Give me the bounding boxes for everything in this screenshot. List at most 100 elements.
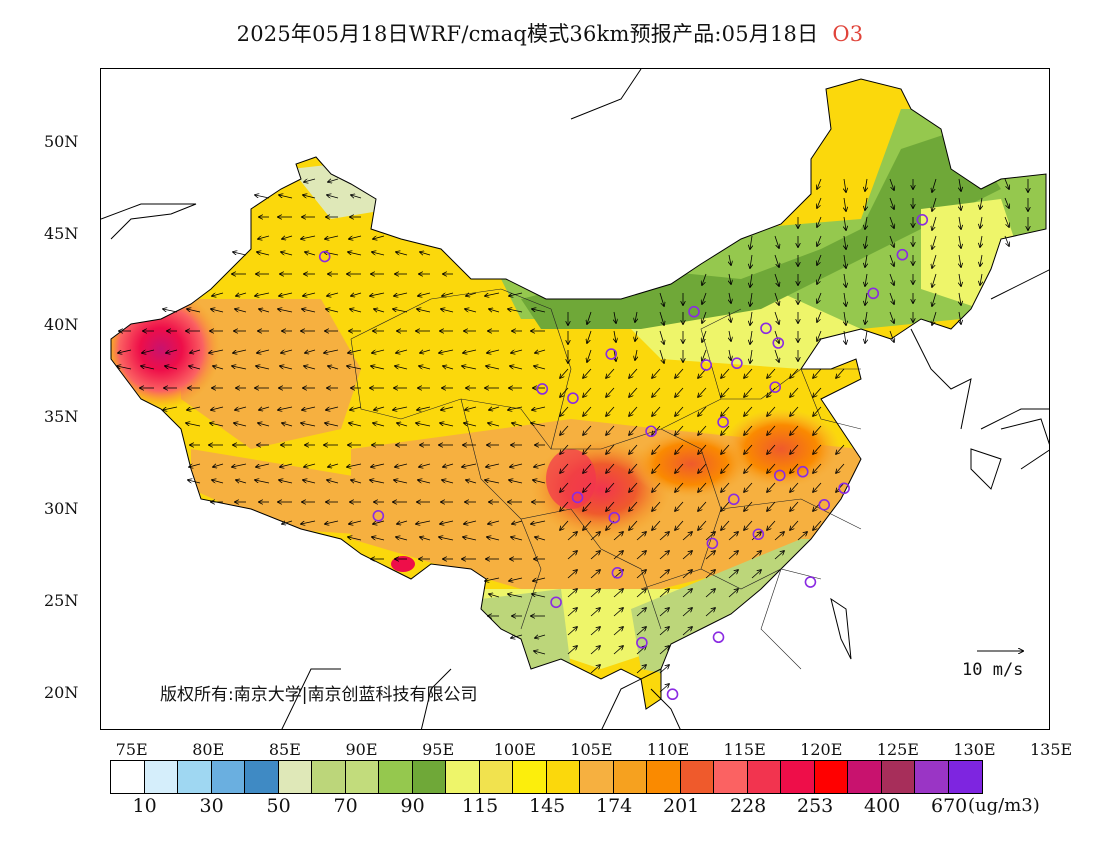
wind-vector <box>583 425 592 435</box>
wind-vector <box>682 627 692 636</box>
wind-vector <box>659 349 664 363</box>
wind-vector <box>488 520 500 524</box>
wind-vector <box>462 366 477 370</box>
legend-label: 400 <box>864 795 901 817</box>
wind-vector <box>258 423 270 427</box>
legend-label: 10 <box>132 795 157 817</box>
city-marker <box>645 425 657 438</box>
wind-vector <box>211 406 224 410</box>
wind-vector <box>817 178 822 189</box>
wind-vector <box>439 537 454 541</box>
legend-swatch <box>747 761 781 793</box>
wind-vector <box>560 387 569 397</box>
wind-vector <box>327 195 339 199</box>
wind-vector <box>142 349 155 353</box>
wind-vector <box>659 627 669 636</box>
wind-vector <box>279 480 293 484</box>
wind-vector <box>698 406 707 416</box>
wind-vector <box>728 532 738 541</box>
wind-vector <box>652 482 661 492</box>
wind-vector <box>844 330 846 344</box>
longitude-label: 85E <box>268 740 301 759</box>
wind-vector <box>790 463 799 473</box>
wind-vector <box>844 254 846 268</box>
wind-vector <box>531 520 546 524</box>
wind-vector <box>836 368 845 378</box>
wind-vector <box>606 387 615 397</box>
wind-vector <box>567 570 577 579</box>
wind-vector <box>980 235 982 247</box>
wind-vector <box>932 292 937 306</box>
wind-vector <box>347 366 362 370</box>
wind-vector <box>259 309 270 312</box>
city-marker <box>796 465 809 478</box>
wind-vector <box>587 349 592 362</box>
wind-vector <box>485 480 500 484</box>
wind-vector <box>1004 178 1009 189</box>
legend-swatch <box>479 761 513 793</box>
wind-vector <box>790 406 799 416</box>
wind-vector <box>865 330 867 343</box>
wind-vector <box>636 570 646 579</box>
wind-vector <box>675 482 684 492</box>
wind-vector <box>510 463 523 467</box>
wind-vector <box>258 235 270 239</box>
wind-vector <box>844 273 846 287</box>
wind-vector <box>590 608 600 617</box>
wind-vector <box>255 195 270 199</box>
wind-vector <box>396 349 408 353</box>
city-marker <box>838 482 850 495</box>
wind-vector <box>613 608 623 617</box>
legend-label: 174 <box>596 795 633 817</box>
wind-vector <box>865 292 867 305</box>
wind-vector <box>440 520 454 524</box>
wind-vector <box>659 589 669 598</box>
wind-vector <box>509 577 523 581</box>
city-marker <box>636 636 648 649</box>
wind-vector <box>629 520 638 530</box>
wind-vector <box>372 349 385 353</box>
wind-vector <box>328 179 339 182</box>
wind-vector <box>774 254 779 267</box>
wind-vector <box>420 537 431 540</box>
wind-vector <box>210 423 224 427</box>
wind-vector <box>166 349 178 353</box>
wind-vector <box>535 350 546 353</box>
wind-vector <box>348 349 362 353</box>
legend-swatch <box>379 761 413 793</box>
wind-vector <box>675 425 684 435</box>
wind-vector <box>959 235 961 248</box>
wind-vector <box>259 407 270 410</box>
wind-vector <box>163 309 178 313</box>
wind-vector <box>351 480 362 483</box>
longitude-label: 135E <box>1030 740 1073 759</box>
city-marker <box>550 596 562 609</box>
wind-vector <box>489 309 500 312</box>
longitude-label: 95E <box>422 740 455 759</box>
wind-vector <box>583 463 592 473</box>
wind-vector <box>629 444 638 454</box>
wind-vector <box>583 387 592 397</box>
latitude-label: 35N <box>44 407 79 427</box>
wind-vector <box>817 235 822 246</box>
wind-vector <box>440 423 454 427</box>
wind-vector <box>705 608 715 617</box>
wind-vector <box>280 366 293 370</box>
wind-vector <box>418 292 431 296</box>
wind-vector <box>233 349 247 353</box>
wind-vector <box>567 589 577 598</box>
legend-swatch <box>948 761 982 793</box>
city-marker <box>372 510 385 522</box>
wind-vector <box>813 387 822 397</box>
latitude-label: 25N <box>44 591 79 611</box>
wind-vector <box>844 216 846 230</box>
wind-vector <box>301 235 316 239</box>
wind-vector <box>750 273 752 287</box>
wind-vector <box>705 551 715 560</box>
wind-vector <box>675 444 684 454</box>
wind-vector <box>394 292 408 296</box>
wind-vector <box>659 292 664 306</box>
wind-vector <box>255 480 270 484</box>
latitude-label: 30N <box>44 499 79 519</box>
wind-vector <box>744 425 753 435</box>
